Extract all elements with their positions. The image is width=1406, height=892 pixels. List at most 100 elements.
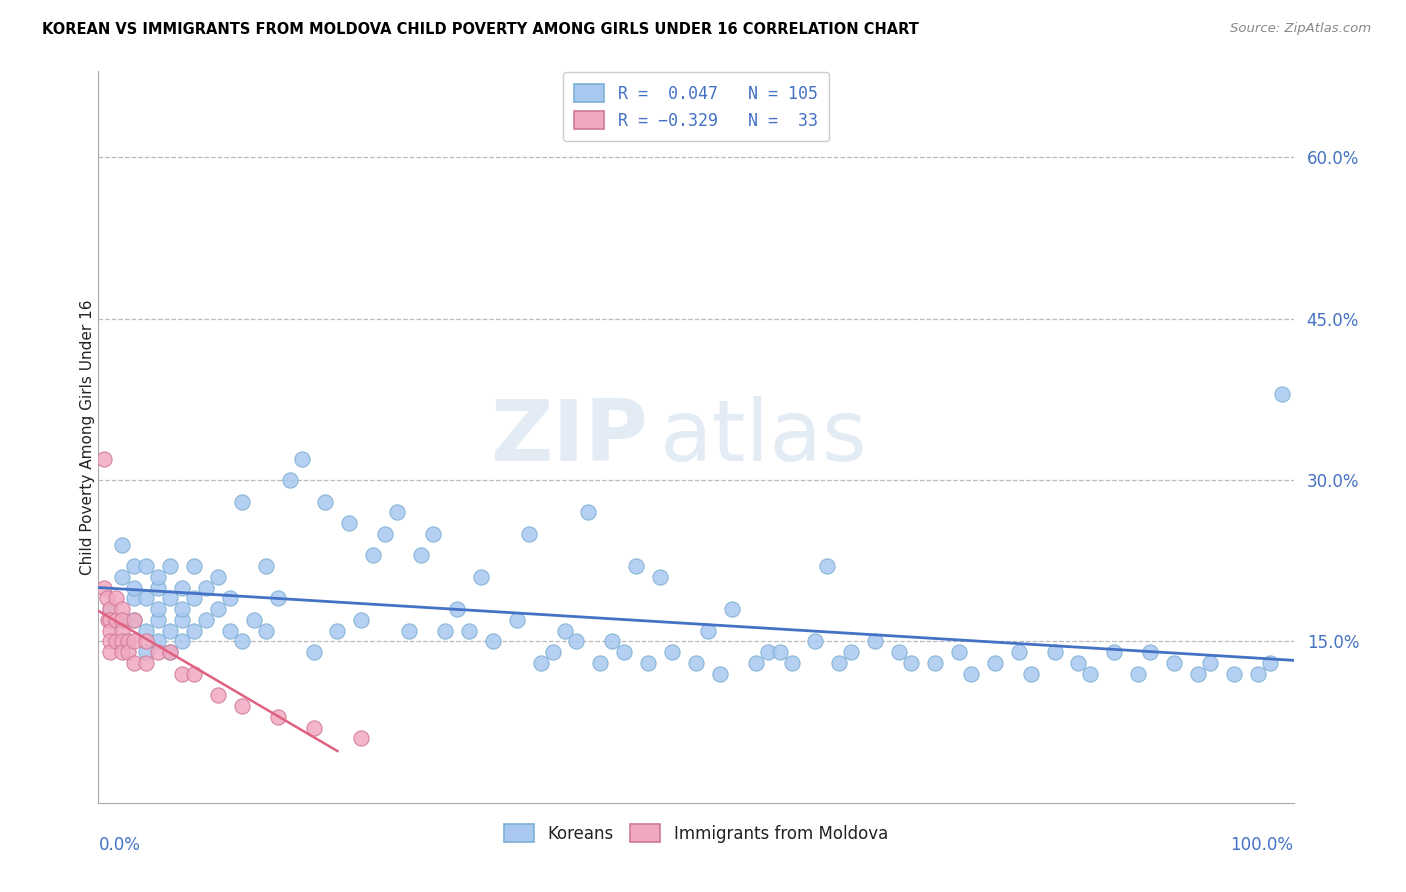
Point: [481, 634, 505, 648]
Point: [541, 645, 564, 659]
Point: [195, 581, 218, 595]
Point: [589, 656, 612, 670]
Point: [1163, 656, 1185, 670]
Point: [960, 666, 983, 681]
Point: [111, 645, 134, 659]
Text: KOREAN VS IMMIGRANTS FROM MOLDOVA CHILD POVERTY AMONG GIRLS UNDER 16 CORRELATION: KOREAN VS IMMIGRANTS FROM MOLDOVA CHILD …: [42, 22, 920, 37]
Point: [135, 645, 157, 659]
Legend: Koreans, Immigrants from Moldova: Koreans, Immigrants from Moldova: [498, 817, 894, 849]
Point: [1104, 645, 1126, 659]
Point: [135, 634, 157, 648]
Point: [865, 634, 887, 648]
Point: [159, 645, 181, 659]
Point: [302, 645, 325, 659]
Point: [374, 527, 396, 541]
Point: [709, 666, 731, 681]
Point: [254, 624, 277, 638]
Point: [1080, 666, 1102, 681]
Point: [685, 656, 707, 670]
Point: [93, 581, 115, 595]
Point: [745, 656, 768, 670]
Point: [172, 634, 194, 648]
Point: [780, 656, 803, 670]
Point: [613, 645, 636, 659]
Point: [889, 645, 911, 659]
Point: [183, 624, 205, 638]
Point: [1271, 387, 1294, 401]
Point: [96, 591, 118, 606]
Point: [984, 656, 1007, 670]
Point: [1043, 645, 1066, 659]
Point: [183, 591, 205, 606]
Point: [111, 634, 134, 648]
Point: [506, 613, 529, 627]
Point: [98, 624, 122, 638]
Point: [172, 613, 194, 627]
Point: [98, 634, 122, 648]
Point: [350, 731, 373, 746]
Text: 0.0%: 0.0%: [98, 836, 141, 854]
Point: [172, 666, 194, 681]
Point: [135, 624, 157, 638]
Point: [554, 624, 576, 638]
Point: [648, 570, 672, 584]
Point: [159, 624, 181, 638]
Point: [159, 559, 181, 574]
Point: [756, 645, 779, 659]
Point: [172, 602, 194, 616]
Point: [111, 538, 134, 552]
Point: [278, 473, 301, 487]
Point: [98, 645, 122, 659]
Point: [148, 634, 170, 648]
Point: [602, 634, 624, 648]
Point: [124, 613, 146, 627]
Point: [111, 602, 134, 616]
Point: [517, 527, 540, 541]
Point: [231, 494, 253, 508]
Point: [804, 634, 827, 648]
Point: [135, 656, 157, 670]
Point: [207, 570, 229, 584]
Point: [339, 516, 361, 530]
Point: [411, 549, 433, 563]
Point: [1067, 656, 1090, 670]
Point: [111, 613, 134, 627]
Point: [267, 591, 290, 606]
Point: [924, 656, 946, 670]
Point: [98, 613, 122, 627]
Point: [97, 613, 120, 627]
Point: [315, 494, 337, 508]
Point: [815, 559, 838, 574]
Point: [148, 581, 170, 595]
Text: ZIP: ZIP: [491, 395, 648, 479]
Point: [385, 505, 409, 519]
Point: [105, 634, 128, 648]
Point: [721, 602, 744, 616]
Point: [159, 591, 181, 606]
Point: [183, 559, 205, 574]
Point: [98, 602, 122, 616]
Point: [93, 451, 115, 466]
Point: [1008, 645, 1031, 659]
Point: [148, 645, 170, 659]
Point: [231, 698, 253, 713]
Point: [768, 645, 790, 659]
Point: [183, 666, 205, 681]
Point: [207, 688, 229, 702]
Point: [626, 559, 648, 574]
Point: [148, 613, 170, 627]
Point: [117, 645, 139, 659]
Y-axis label: Child Poverty Among Girls Under 16: Child Poverty Among Girls Under 16: [80, 300, 94, 574]
Point: [148, 602, 170, 616]
Point: [124, 591, 146, 606]
Point: [243, 613, 266, 627]
Point: [458, 624, 481, 638]
Point: [637, 656, 659, 670]
Point: [470, 570, 492, 584]
Point: [105, 613, 128, 627]
Point: [828, 656, 851, 670]
Text: atlas: atlas: [661, 395, 868, 479]
Text: 100.0%: 100.0%: [1230, 836, 1294, 854]
Point: [231, 634, 253, 648]
Point: [291, 451, 314, 466]
